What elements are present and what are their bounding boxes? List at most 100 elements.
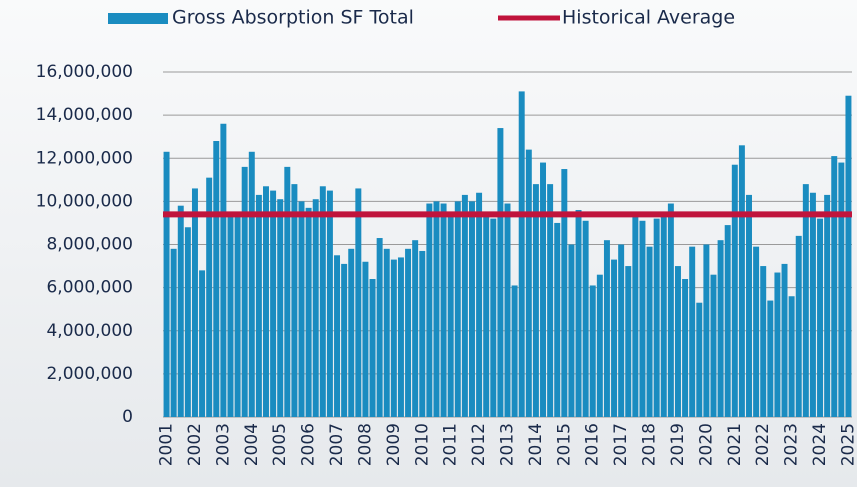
bar — [625, 266, 632, 417]
bar — [802, 184, 809, 417]
bar — [213, 141, 220, 417]
x-tick-label: 2006 — [299, 423, 319, 466]
legend-label: Gross Absorption SF Total — [172, 7, 414, 29]
bar — [305, 207, 312, 417]
x-tick-label: 2016 — [583, 423, 603, 466]
bar — [611, 259, 618, 417]
bar — [817, 218, 824, 417]
bar — [738, 145, 745, 417]
bar — [177, 205, 184, 417]
bar — [284, 166, 291, 417]
y-tick-label: 8,000,000 — [46, 235, 133, 255]
bar — [547, 184, 554, 417]
bar — [220, 123, 227, 417]
legend-label: Historical Average — [562, 7, 735, 29]
bar — [298, 201, 305, 417]
x-tick-label: 2010 — [412, 423, 432, 466]
bar — [248, 151, 255, 417]
bar — [405, 248, 412, 417]
bar — [660, 216, 667, 417]
bar — [717, 240, 724, 417]
bar — [674, 266, 681, 417]
x-tick-label: 2008 — [355, 423, 375, 466]
bar — [795, 235, 802, 417]
y-tick-label: 12,000,000 — [36, 148, 133, 168]
bar — [369, 279, 376, 417]
bar — [312, 199, 319, 417]
bar — [596, 274, 603, 417]
bar — [653, 218, 660, 417]
y-tick-label: 6,000,000 — [46, 278, 133, 298]
x-tick-label: 2019 — [668, 423, 688, 466]
bar — [426, 203, 433, 417]
x-tick-label: 2011 — [441, 423, 461, 466]
x-tick-label: 2022 — [753, 423, 773, 466]
bar — [291, 184, 298, 417]
bar — [334, 255, 341, 417]
bar — [447, 212, 454, 417]
bar — [326, 190, 333, 417]
bar — [497, 128, 504, 417]
bar — [504, 203, 511, 417]
x-tick-label: 2009 — [384, 423, 404, 466]
bar — [469, 201, 475, 417]
bar — [532, 184, 539, 417]
bar — [788, 296, 795, 417]
bar — [518, 91, 525, 417]
x-tick-label: 2013 — [498, 423, 518, 466]
x-tick-label: 2005 — [270, 423, 290, 466]
legend-swatch — [108, 13, 168, 24]
bar — [632, 216, 639, 417]
bar — [845, 95, 852, 417]
bar — [433, 201, 440, 417]
bar — [163, 151, 170, 417]
bar — [561, 169, 568, 417]
bar — [255, 194, 262, 417]
bar — [618, 244, 625, 417]
bar — [319, 186, 326, 417]
bar — [355, 188, 362, 417]
bar — [689, 246, 696, 417]
bar — [277, 199, 284, 417]
bar — [603, 240, 610, 417]
bar — [227, 216, 234, 417]
bar — [710, 274, 717, 417]
bar — [234, 214, 241, 417]
bar — [589, 285, 596, 417]
bar — [461, 194, 468, 417]
x-tick-label: 2004 — [242, 423, 262, 466]
bar — [554, 222, 561, 417]
bar — [419, 250, 426, 417]
x-tick-label: 2021 — [725, 423, 745, 466]
bar — [831, 156, 838, 417]
bar — [639, 220, 646, 417]
bar — [440, 203, 447, 417]
x-tick-label: 2018 — [640, 423, 660, 466]
y-tick-label: 4,000,000 — [46, 321, 133, 341]
bar — [767, 300, 774, 417]
bar — [667, 203, 674, 417]
bar — [582, 220, 589, 417]
bar — [682, 279, 689, 417]
bar — [263, 186, 269, 417]
bar — [746, 194, 752, 417]
bar — [483, 214, 490, 417]
bar — [781, 263, 788, 417]
bar — [511, 285, 518, 417]
bar — [170, 248, 177, 417]
x-tick-label: 2023 — [782, 423, 802, 466]
x-tick-label: 2020 — [696, 423, 716, 466]
x-tick-label: 2003 — [213, 423, 233, 466]
x-tick-label: 2001 — [157, 423, 177, 466]
bar — [731, 164, 738, 417]
bar — [376, 238, 383, 417]
y-tick-label: 2,000,000 — [46, 364, 133, 384]
bar — [774, 272, 781, 417]
bar — [412, 240, 419, 417]
bar — [724, 225, 731, 417]
x-tick-label: 2015 — [554, 423, 574, 466]
bar — [525, 149, 532, 417]
bar — [476, 192, 483, 417]
bar — [753, 246, 760, 417]
x-tick-label: 2025 — [838, 423, 857, 466]
